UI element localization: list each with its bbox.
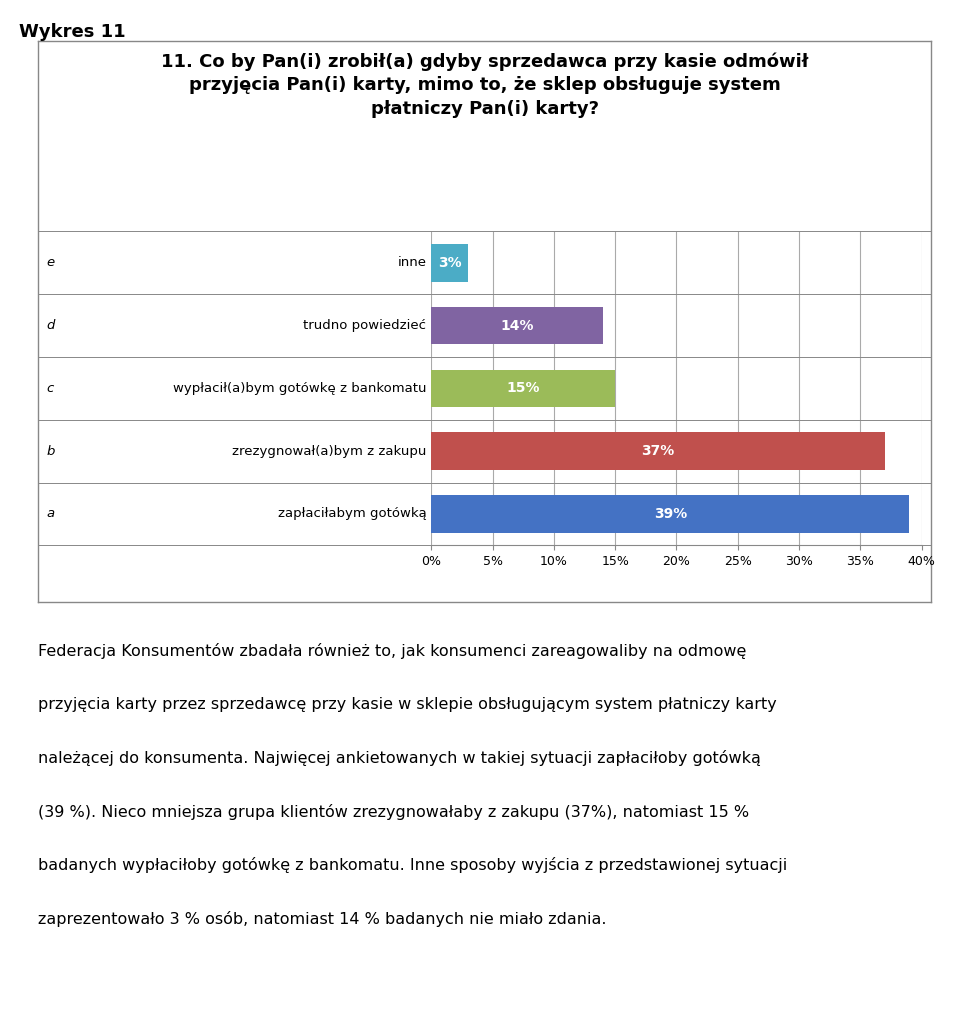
Text: a: a	[46, 507, 54, 521]
Text: należącej do konsumenta. Najwięcej ankietowanych w takiej sytuacji zapłaciłoby g: należącej do konsumenta. Najwięcej ankie…	[38, 750, 761, 767]
Text: 39%: 39%	[654, 507, 687, 521]
Text: zaprezentowało 3 % osób, natomiast 14 % badanych nie miało zdania.: zaprezentowało 3 % osób, natomiast 14 % …	[38, 911, 607, 927]
Text: Federacja Konsumentów zbadała również to, jak konsumenci zareagowaliby na odmowę: Federacja Konsumentów zbadała również to…	[38, 643, 747, 660]
Bar	[431, 369, 615, 407]
Bar	[431, 244, 468, 282]
Text: Wykres 11: Wykres 11	[19, 23, 126, 40]
Text: zrezygnował(a)bym z zakupu: zrezygnował(a)bym z zakupu	[232, 445, 426, 458]
Text: trudno powiedzieć: trudno powiedzieć	[303, 319, 426, 332]
Text: wypłacił(a)bym gotówkę z bankomatu: wypłacił(a)bym gotówkę z bankomatu	[173, 382, 426, 395]
Bar	[431, 307, 603, 345]
Bar	[431, 432, 885, 470]
Text: 11. Co by Pan(i) zrobił(a) gdyby sprzedawca przy kasie odmówił
przyjęcia Pan(i) : 11. Co by Pan(i) zrobił(a) gdyby sprzeda…	[161, 52, 808, 118]
Bar	[431, 495, 909, 533]
Text: 14%: 14%	[500, 319, 534, 332]
Text: e: e	[46, 256, 54, 270]
Text: 37%: 37%	[641, 445, 675, 458]
Text: przyjęcia karty przez sprzedawcę przy kasie w sklepie obsługującym system płatni: przyjęcia karty przez sprzedawcę przy ka…	[38, 697, 778, 712]
Text: d: d	[46, 319, 55, 332]
Text: badanych wypłaciłoby gotówkę z bankomatu. Inne sposoby wyjścia z przedstawionej : badanych wypłaciłoby gotówkę z bankomatu…	[38, 857, 787, 874]
Text: 3%: 3%	[438, 256, 462, 270]
Text: b: b	[46, 445, 55, 458]
Text: (39 %). Nieco mniejsza grupa klientów zrezygnowałaby z zakupu (37%), natomiast 1: (39 %). Nieco mniejsza grupa klientów zr…	[38, 804, 750, 820]
Text: zapłaciłabym gotówką: zapłaciłabym gotówką	[277, 507, 426, 521]
Text: inne: inne	[397, 256, 426, 270]
Text: c: c	[46, 382, 54, 395]
Text: 15%: 15%	[507, 382, 540, 395]
